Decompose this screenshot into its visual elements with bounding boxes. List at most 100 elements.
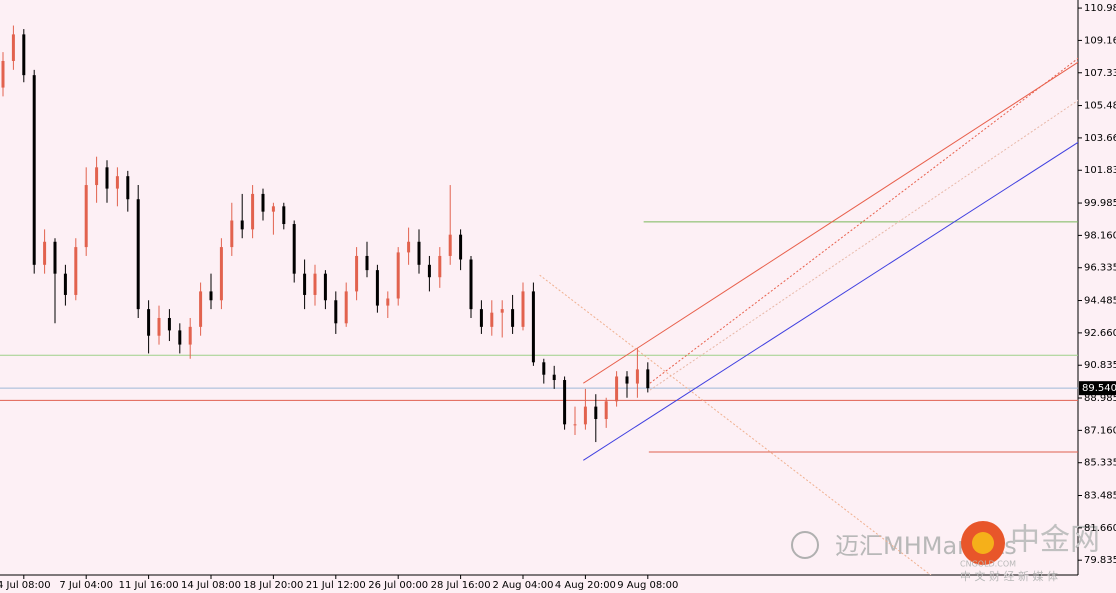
candle-body — [542, 362, 546, 375]
candle-body — [438, 255, 442, 278]
candle-body — [313, 273, 317, 295]
y-tick-label: 105.485 — [1084, 101, 1116, 112]
candle-body — [469, 259, 473, 310]
candle-body — [292, 224, 296, 274]
candle-body — [459, 234, 463, 260]
candle-body — [521, 291, 525, 327]
candle-body — [490, 312, 494, 327]
candle-body — [95, 167, 99, 186]
candle-body — [563, 380, 567, 425]
candle-body — [365, 255, 369, 271]
x-tick-label: 28 Jul 16:00 — [431, 580, 491, 591]
candle-body — [230, 220, 234, 248]
candle-body — [74, 247, 78, 295]
candle-body — [625, 376, 629, 384]
candle-body — [115, 176, 119, 189]
candle-body — [32, 75, 36, 265]
candle-body — [594, 406, 598, 420]
y-tick-label: 83.485 — [1084, 491, 1116, 502]
candle-body — [635, 369, 639, 384]
candle-body — [511, 309, 515, 327]
plot-area — [0, 25, 1078, 575]
watermark: 迈汇MHMarkets 中金网 CNGOLD.COM 中 文 财 经 新 媒 体 — [791, 521, 1100, 583]
x-tick-label: 9 Aug 08:00 — [617, 580, 678, 591]
candle-body — [323, 273, 327, 301]
candle-body — [355, 255, 359, 292]
x-tick-label: 14 Jul 08:00 — [181, 580, 241, 591]
candle-body — [22, 34, 26, 76]
y-tick-label: 92.660 — [1084, 328, 1116, 339]
logo-icon-inner — [972, 532, 994, 554]
watermark-site: CNGOLD.COM — [960, 560, 1016, 569]
y-tick-label: 96.335 — [1084, 263, 1116, 274]
candle-body — [43, 241, 47, 265]
x-tick-label: 18 Jul 20:00 — [243, 580, 303, 591]
current-price-label: 89.540 — [1082, 383, 1116, 394]
candle-body — [105, 167, 109, 189]
y-tick-label: 110.985 — [1084, 3, 1116, 14]
candle-body — [147, 309, 151, 336]
y-tick-label: 94.485 — [1084, 296, 1116, 307]
y-tick-label: 101.835 — [1084, 165, 1116, 176]
y-tick-label: 81.660 — [1084, 523, 1116, 534]
candle-body — [417, 241, 421, 265]
candle-body — [136, 199, 140, 310]
x-tick-label: 4 Jul 08:00 — [0, 580, 51, 591]
candle-body — [615, 376, 619, 402]
candle-body — [157, 317, 161, 336]
wechat-icon — [791, 531, 819, 559]
current-price-box — [1079, 381, 1116, 396]
y-tick-label: 103.660 — [1084, 133, 1116, 144]
y-tick-label: 87.160 — [1084, 425, 1116, 436]
candle-body — [334, 300, 338, 324]
candle-body — [1, 60, 5, 88]
candle-body — [53, 241, 57, 274]
candle-body — [531, 291, 535, 363]
candle-body — [11, 34, 15, 61]
candle-body — [251, 193, 255, 230]
y-tick-label: 88.985 — [1084, 393, 1116, 404]
candle-body — [407, 241, 411, 253]
candle-body — [188, 326, 192, 345]
trend-line — [539, 274, 932, 575]
y-tick-label: 98.160 — [1084, 230, 1116, 241]
y-tick-label: 109.160 — [1084, 35, 1116, 46]
y-tick-label: 107.335 — [1084, 68, 1116, 79]
candle-body — [646, 369, 650, 389]
candle-body — [386, 298, 390, 306]
candle-body — [552, 374, 556, 381]
x-tick-label: 11 Jul 16:00 — [119, 580, 179, 591]
candle-body — [261, 193, 265, 212]
x-tick-label: 26 Jul 00:00 — [368, 580, 428, 591]
candle-body — [344, 291, 348, 324]
y-tick-label: 79.835 — [1084, 555, 1116, 566]
candle-body — [303, 273, 307, 295]
x-tick-label: 21 Jul 12:00 — [306, 580, 366, 591]
trend-line — [649, 57, 1078, 384]
x-tick-label: 2 Aug 04:00 — [492, 580, 553, 591]
candle-body — [167, 317, 171, 331]
x-tick-label: 7 Jul 04:00 — [59, 580, 113, 591]
trend-line — [583, 141, 1078, 461]
candle-body — [573, 424, 577, 426]
watermark-logo: 中金网 — [1010, 523, 1100, 558]
candle-body — [219, 247, 223, 301]
candle-body — [448, 234, 452, 256]
x-tick-label: 4 Aug 20:00 — [555, 580, 616, 591]
candle-body — [63, 273, 67, 295]
candle-body — [271, 206, 275, 212]
candle-body — [178, 330, 182, 345]
candle-body — [199, 291, 203, 327]
candle-body — [479, 309, 483, 327]
candle-body — [427, 264, 431, 278]
candle-body — [209, 291, 213, 301]
candle-body — [240, 220, 244, 230]
y-tick-label: 99.985 — [1084, 198, 1116, 209]
candle-body — [375, 270, 379, 306]
candle-body — [500, 309, 504, 313]
trend-line — [649, 99, 1078, 391]
trend-line — [583, 61, 1078, 384]
candle-body — [396, 252, 400, 299]
candle-body — [84, 185, 88, 248]
